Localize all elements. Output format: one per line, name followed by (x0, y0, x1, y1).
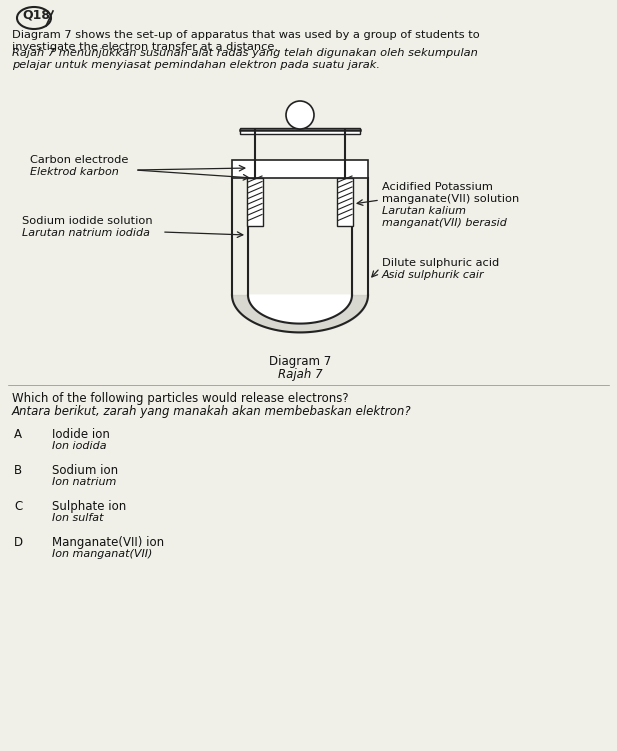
Text: Rajah 7: Rajah 7 (278, 368, 322, 381)
Text: Iodide ion: Iodide ion (52, 428, 110, 441)
Text: Rajah 7 menunjukkan susunan alat radas yang telah digunakan oleh sekumpulan
pela: Rajah 7 menunjukkan susunan alat radas y… (12, 48, 478, 70)
Text: C: C (14, 500, 22, 513)
Text: manganate(VII) solution: manganate(VII) solution (382, 194, 520, 204)
Text: Larutan natrium iodida: Larutan natrium iodida (22, 228, 150, 238)
Text: Ion iodida: Ion iodida (52, 441, 107, 451)
Text: Q18: Q18 (22, 9, 50, 22)
Text: Elektrod karbon: Elektrod karbon (30, 167, 118, 177)
Text: Larutan kalium: Larutan kalium (382, 206, 466, 216)
Polygon shape (248, 295, 352, 324)
Bar (240, 128, 360, 134)
Text: Ion sulfat: Ion sulfat (52, 513, 104, 523)
Text: manganat(VII) berasid: manganat(VII) berasid (382, 218, 507, 228)
Text: Dilute sulphuric acid: Dilute sulphuric acid (382, 258, 499, 268)
Text: G: G (295, 108, 305, 122)
Text: Ion manganat(VII): Ion manganat(VII) (52, 549, 152, 559)
Text: D: D (14, 536, 23, 549)
Bar (247, 178, 263, 226)
Text: Which of the following particles would release electrons?: Which of the following particles would r… (12, 392, 349, 405)
Text: Ion natrium: Ion natrium (52, 477, 117, 487)
Text: Sodium iodide solution: Sodium iodide solution (22, 216, 152, 226)
Text: Diagram 7: Diagram 7 (269, 355, 331, 368)
Text: Carbon electrode: Carbon electrode (30, 155, 128, 165)
Circle shape (286, 101, 314, 129)
Text: Antara berikut, zarah yang manakah akan membebaskan elektron?: Antara berikut, zarah yang manakah akan … (12, 405, 412, 418)
Bar (337, 178, 353, 226)
Text: Sulphate ion: Sulphate ion (52, 500, 126, 513)
Text: Manganate(VII) ion: Manganate(VII) ion (52, 536, 164, 549)
Text: Asid sulphurik cair: Asid sulphurik cair (382, 270, 484, 280)
Bar (232, 160, 368, 178)
Text: A: A (14, 428, 22, 441)
Text: Diagram 7 shows the set-up of apparatus that was used by a group of students to
: Diagram 7 shows the set-up of apparatus … (12, 30, 480, 52)
Text: Acidified Potassium: Acidified Potassium (382, 182, 493, 192)
Text: Sodium ion: Sodium ion (52, 464, 118, 477)
Text: B: B (14, 464, 22, 477)
